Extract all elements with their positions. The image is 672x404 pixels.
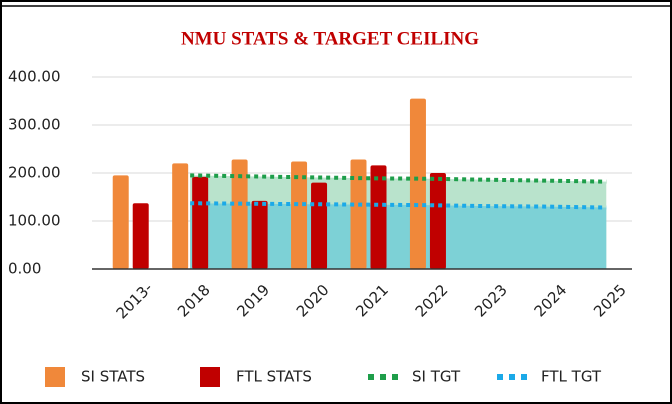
chart-title: NMU STATS & TARGET CEILING (181, 28, 479, 49)
bar (172, 163, 189, 269)
x-tick-label: 2024 (531, 281, 571, 321)
x-tick-label: 2020 (293, 281, 333, 321)
y-tick-label: 0.00 (8, 260, 41, 278)
bar (132, 203, 149, 269)
bar (311, 182, 328, 269)
x-tick-label: 2023 (471, 281, 511, 321)
legend-label: FTL STATS (236, 368, 312, 386)
target-line (190, 201, 607, 210)
legend-label: SI STATS (81, 368, 145, 386)
bar (231, 159, 248, 269)
legend-label: SI TGT (412, 368, 461, 386)
y-tick-label: 100.00 (8, 212, 61, 230)
y-tick-label: 300.00 (8, 116, 61, 134)
legend-label: FTL TGT (541, 368, 602, 386)
x-tick-label: 2021 (352, 281, 392, 321)
bar (429, 173, 446, 269)
x-tick-label: 2013- (113, 279, 157, 323)
bar (409, 98, 426, 269)
bar (291, 161, 308, 269)
y-tick-label: 200.00 (8, 164, 61, 182)
y-tick-label: 400.00 (8, 68, 61, 86)
legend-swatch (200, 367, 220, 387)
bar (112, 175, 129, 269)
legend-swatch (45, 367, 65, 387)
bar (251, 200, 268, 269)
x-tick-label: 2019 (233, 281, 273, 321)
x-tick-label: 2025 (590, 281, 630, 321)
x-tick-label: 2018 (174, 281, 214, 321)
x-tick-label: 2022 (412, 281, 452, 321)
bar (350, 159, 367, 269)
target-line (190, 173, 607, 184)
bar (370, 165, 387, 269)
bar (192, 176, 209, 269)
